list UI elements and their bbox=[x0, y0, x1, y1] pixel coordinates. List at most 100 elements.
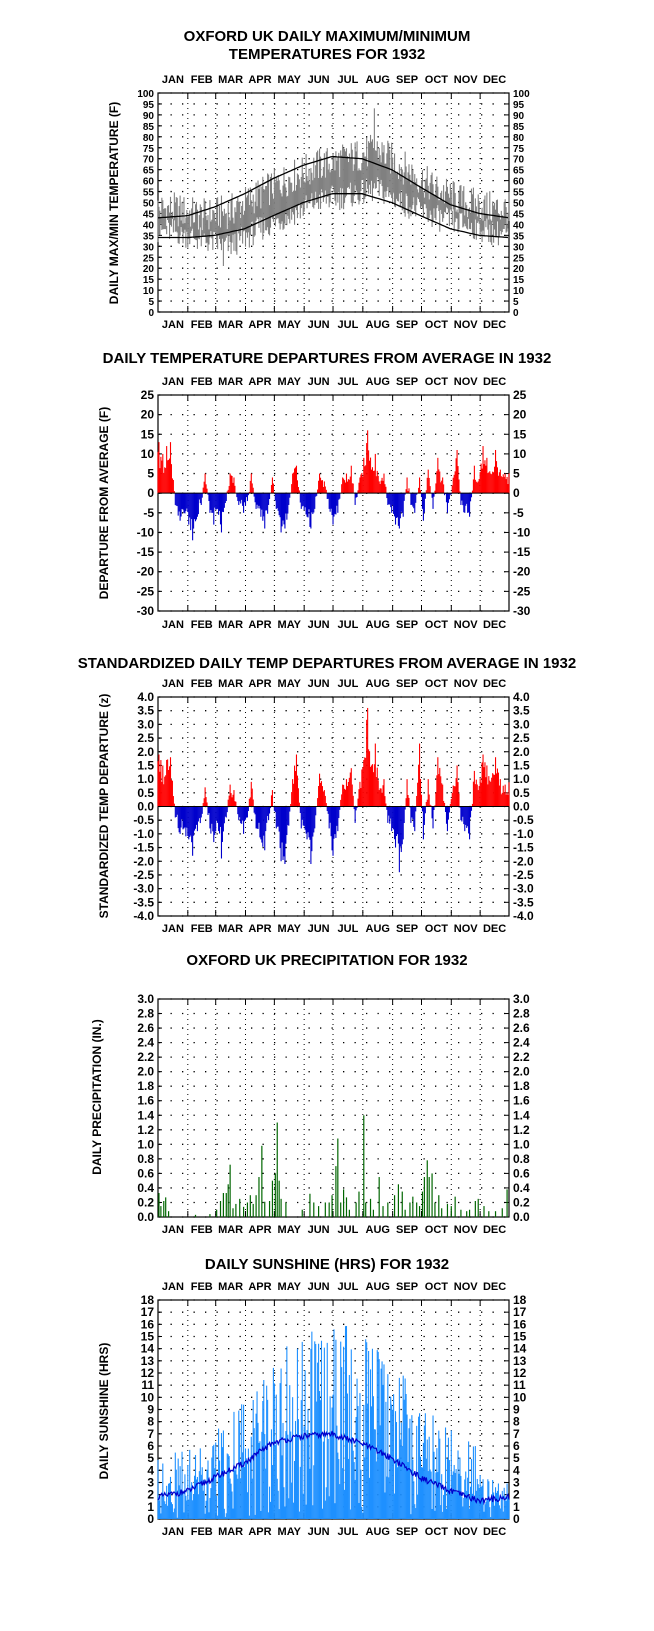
y-tick-label-left: 1.0 bbox=[137, 772, 154, 786]
y-tick-label-left: 1 bbox=[147, 1500, 154, 1514]
chart2-plot: 25 25 20 20 15 15 10 10 5 5 0 0 -5 -5 -10 -10 -15 -15 -20 -… bbox=[137, 376, 531, 631]
chart1-title-line2: TEMPERATURES FOR 1932 bbox=[229, 46, 425, 63]
y-tick-label-right: 65 bbox=[513, 166, 525, 177]
month-label-bottom: OCT bbox=[425, 1526, 449, 1538]
month-label-top: SEP bbox=[396, 1281, 418, 1293]
y-tick-label-right: 3 bbox=[513, 1476, 520, 1490]
month-label-bottom: FEB bbox=[191, 1526, 213, 1538]
y-tick-label-left: 80 bbox=[143, 133, 155, 144]
y-tick-label-right: 2.2 bbox=[513, 1050, 530, 1064]
y-tick-label-left: -3.5 bbox=[133, 895, 154, 909]
y-tick-label-left: 4 bbox=[147, 1463, 154, 1477]
month-label-bottom: JUL bbox=[338, 319, 359, 331]
y-tick-label-left: 55 bbox=[143, 188, 155, 199]
month-label-top: JUN bbox=[308, 376, 330, 388]
month-label-top: JUN bbox=[308, 1281, 330, 1293]
y-tick-label-left: 5 bbox=[148, 297, 154, 308]
y-tick-label-right: 2.0 bbox=[513, 1065, 530, 1079]
month-label-bottom: NOV bbox=[454, 923, 479, 935]
y-tick-label-left: -30 bbox=[137, 604, 155, 618]
y-tick-label-left: 11 bbox=[141, 1378, 154, 1392]
y-tick-label-left: 100 bbox=[137, 89, 154, 100]
y-tick-label-right: 40 bbox=[513, 220, 525, 231]
y-tick-label-left: 15 bbox=[141, 427, 155, 441]
month-label-top: NOV bbox=[454, 1281, 479, 1293]
y-tick-label-right: 0 bbox=[513, 1512, 520, 1526]
month-label-bottom: APR bbox=[248, 1224, 271, 1236]
month-label-bottom: SEP bbox=[396, 319, 418, 331]
y-tick-label-right: 10 bbox=[513, 1390, 527, 1404]
y-tick-label-right: -2.5 bbox=[513, 868, 534, 882]
month-label-top: DEC bbox=[483, 74, 506, 86]
month-label-bottom: MAY bbox=[278, 319, 302, 331]
y-tick-label-left: 6 bbox=[147, 1439, 154, 1453]
month-label-top: AUG bbox=[366, 678, 390, 690]
y-tick-label-left: 0 bbox=[148, 308, 154, 319]
month-label-top: FEB bbox=[191, 1281, 213, 1293]
y-tick-label-left: -3.0 bbox=[133, 882, 154, 896]
month-label-bottom: JUL bbox=[338, 1526, 359, 1538]
month-label-bottom: OCT bbox=[425, 319, 449, 331]
y-tick-label-right: 6 bbox=[513, 1439, 520, 1453]
month-label-bottom: JAN bbox=[162, 1224, 184, 1236]
y-tick-label-left: 35 bbox=[143, 231, 155, 242]
y-tick-label-left: -20 bbox=[137, 565, 155, 579]
y-tick-label-left: 0.2 bbox=[137, 1195, 154, 1209]
y-tick-label-right: 15 bbox=[513, 427, 527, 441]
month-label-bottom: NOV bbox=[454, 1526, 479, 1538]
month-label-top: OCT bbox=[425, 1281, 449, 1293]
y-tick-label-left: 10 bbox=[143, 286, 155, 297]
y-tick-label-left: 3 bbox=[147, 1476, 154, 1490]
y-tick-label-right: 100 bbox=[513, 89, 530, 100]
y-tick-label-right: 3.0 bbox=[513, 717, 530, 731]
y-tick-label-right: 5 bbox=[513, 1451, 520, 1465]
y-tick-label-left: 5 bbox=[147, 1451, 154, 1465]
month-label-top: MAY bbox=[278, 1281, 302, 1293]
y-tick-label-right: 2.8 bbox=[513, 1007, 530, 1021]
month-label-bottom: AUG bbox=[366, 619, 390, 631]
y-tick-label-right: 50 bbox=[513, 199, 525, 210]
month-label-bottom: JAN bbox=[162, 319, 184, 331]
y-tick-label-right: 2.6 bbox=[513, 1021, 530, 1035]
y-tick-label-right: 15 bbox=[513, 275, 525, 286]
month-label-top: MAY bbox=[278, 376, 302, 388]
y-tick-label-right: 18 bbox=[513, 1293, 527, 1307]
month-label-bottom: APR bbox=[248, 923, 271, 935]
month-label-top: DEC bbox=[483, 376, 506, 388]
y-tick-label-right: 45 bbox=[513, 209, 525, 220]
y-tick-label-left: -5 bbox=[143, 506, 154, 520]
y-tick-label-right: 2.4 bbox=[513, 1036, 530, 1050]
chart3-title: STANDARDIZED DAILY TEMP DEPARTURES FROM … bbox=[78, 655, 576, 672]
y-tick-label-right: 14 bbox=[513, 1342, 527, 1356]
month-label-top: JUN bbox=[308, 74, 330, 86]
month-label-top: JUN bbox=[308, 678, 330, 690]
y-tick-label-right: -0.5 bbox=[513, 813, 534, 827]
y-tick-label-right: -2.0 bbox=[513, 854, 534, 868]
y-tick-label-left: 1.8 bbox=[137, 1079, 154, 1093]
month-label-bottom: AUG bbox=[366, 1526, 390, 1538]
month-label-bottom: JUL bbox=[338, 619, 359, 631]
month-label-top: MAR bbox=[218, 376, 243, 388]
month-label-top: AUG bbox=[366, 74, 390, 86]
y-tick-label-left: -2.0 bbox=[133, 854, 154, 868]
month-label-bottom: AUG bbox=[366, 1224, 390, 1236]
y-tick-label-right: 90 bbox=[513, 111, 525, 122]
month-label-top: NOV bbox=[454, 74, 479, 86]
y-tick-label-right: 5 bbox=[513, 297, 519, 308]
y-tick-label-left: -15 bbox=[137, 545, 155, 559]
y-tick-label-left: 0 bbox=[147, 486, 154, 500]
chart1-y-axis-label: DAILY MAX/MIN TEMPERATURE (F) bbox=[107, 102, 121, 304]
y-tick-label-right: 0.0 bbox=[513, 1210, 530, 1224]
month-label-bottom: JUN bbox=[308, 319, 330, 331]
y-tick-label-left: 85 bbox=[143, 122, 155, 133]
y-tick-label-right: 35 bbox=[513, 231, 525, 242]
y-tick-label-left: 0.0 bbox=[137, 800, 154, 814]
y-tick-label-right: 16 bbox=[513, 1317, 527, 1331]
y-tick-label-right: 0.8 bbox=[513, 1152, 530, 1166]
y-tick-label-right: -1.5 bbox=[513, 841, 534, 855]
month-label-bottom: APR bbox=[248, 1526, 271, 1538]
y-tick-label-left: 2.6 bbox=[137, 1021, 154, 1035]
